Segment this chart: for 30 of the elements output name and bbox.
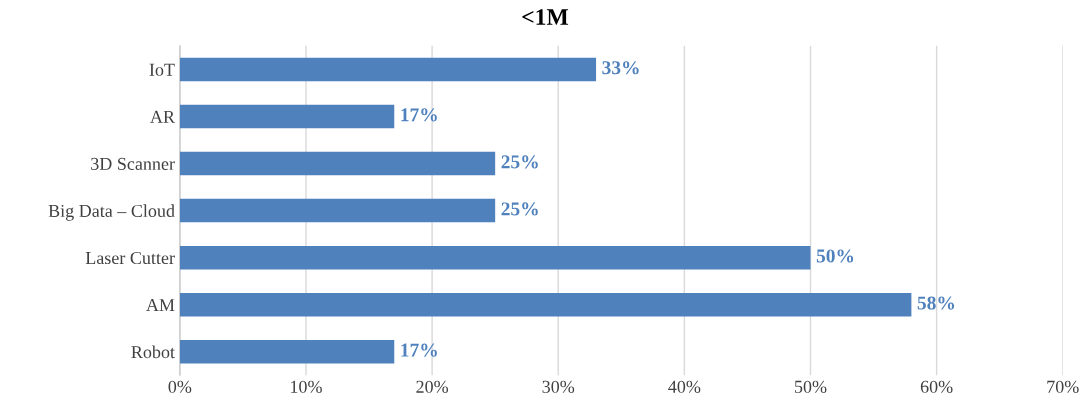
x-tick-label: 50% (794, 380, 827, 393)
x-tick-label: 40% (668, 380, 701, 393)
x-tick-label: 20% (416, 380, 449, 393)
y-tick-label: Big Data – Cloud (48, 204, 175, 221)
y-tick-label: Laser Cutter (85, 251, 175, 265)
data-label: 25% (501, 155, 538, 169)
bar (179, 245, 811, 270)
data-label: 17% (401, 343, 437, 357)
y-tick-label: Robot (131, 345, 175, 359)
data-label: 17% (401, 108, 437, 122)
x-tick-label: 30% (542, 380, 575, 393)
data-label: 33% (602, 61, 639, 75)
bar (179, 57, 597, 82)
y-tick-label: 3D Scanner (91, 157, 175, 170)
x-tick-label: 0% (168, 380, 192, 393)
chart-title: <1M (522, 9, 569, 25)
y-tick-label: AR (150, 110, 175, 123)
bar (179, 292, 912, 317)
bar (179, 340, 395, 364)
bar (179, 198, 496, 223)
data-label: 58% (917, 296, 955, 310)
x-tick-label: 70% (1047, 380, 1079, 393)
y-tick-label: IoT (149, 63, 175, 76)
bar (179, 104, 395, 129)
y-tick-label: AM (146, 299, 175, 311)
bar (179, 151, 496, 176)
x-tick-label: 60% (920, 380, 953, 393)
x-tick-label: 10% (291, 380, 322, 393)
data-label: 50% (816, 249, 854, 263)
data-label: 25% (501, 202, 538, 216)
